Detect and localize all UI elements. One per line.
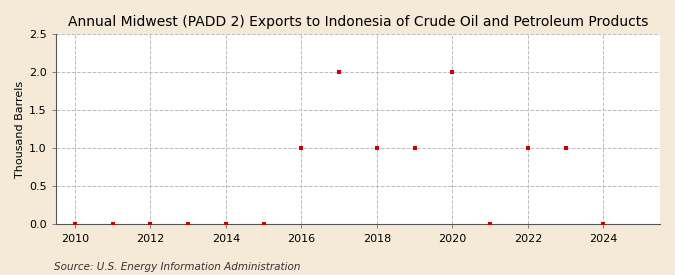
Point — [70, 222, 80, 227]
Point — [522, 146, 533, 151]
Point — [296, 146, 306, 151]
Point — [145, 222, 156, 227]
Point — [447, 70, 458, 75]
Point — [371, 146, 382, 151]
Text: Source: U.S. Energy Information Administration: Source: U.S. Energy Information Administ… — [54, 262, 300, 272]
Point — [333, 70, 344, 75]
Point — [560, 146, 571, 151]
Point — [598, 222, 609, 227]
Point — [221, 222, 232, 227]
Title: Annual Midwest (PADD 2) Exports to Indonesia of Crude Oil and Petroleum Products: Annual Midwest (PADD 2) Exports to Indon… — [68, 15, 648, 29]
Y-axis label: Thousand Barrels: Thousand Barrels — [15, 81, 25, 178]
Point — [259, 222, 269, 227]
Point — [409, 146, 420, 151]
Point — [485, 222, 495, 227]
Point — [183, 222, 194, 227]
Point — [107, 222, 118, 227]
